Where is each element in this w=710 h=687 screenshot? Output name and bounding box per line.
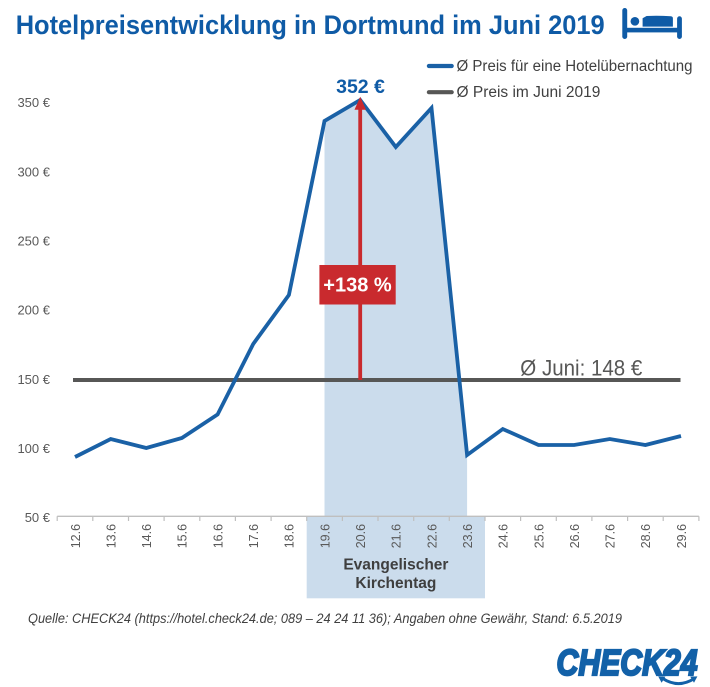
svg-text:26.6: 26.6 (568, 524, 582, 548)
svg-text:13.6: 13.6 (105, 524, 119, 548)
svg-text:25.6: 25.6 (532, 524, 546, 548)
svg-text:352 €: 352 € (336, 76, 385, 98)
svg-text:29.6: 29.6 (675, 524, 689, 548)
svg-text:19.6: 19.6 (318, 524, 332, 548)
svg-text:20.6: 20.6 (354, 524, 368, 548)
svg-text:50 €: 50 € (25, 510, 51, 525)
svg-text:Ø Preis für eine Hotelübernach: Ø Preis für eine Hotelübernachtung (457, 58, 693, 75)
svg-text:250 €: 250 € (17, 234, 50, 249)
svg-text:27.6: 27.6 (604, 524, 618, 548)
svg-text:28.6: 28.6 (639, 524, 653, 548)
svg-text:Quelle: CHECK24 (https://hotel: Quelle: CHECK24 (https://hotel.check24.d… (28, 611, 622, 626)
svg-text:17.6: 17.6 (247, 524, 261, 548)
svg-text:200 €: 200 € (17, 303, 50, 318)
svg-text:Kirchentag: Kirchentag (355, 575, 436, 592)
svg-text:Ø Juni: 148 €: Ø Juni: 148 € (520, 355, 642, 380)
svg-text:Hotelpreisentwicklung in Dortm: Hotelpreisentwicklung in Dortmund im Jun… (16, 9, 605, 40)
svg-text:23.6: 23.6 (461, 524, 475, 548)
svg-text:12.6: 12.6 (69, 524, 83, 548)
svg-text:18.6: 18.6 (283, 524, 297, 548)
svg-text:Evangelischer: Evangelischer (343, 556, 448, 573)
svg-text:350 €: 350 € (17, 95, 50, 110)
svg-text:14.6: 14.6 (140, 524, 154, 548)
svg-text:100 €: 100 € (17, 441, 50, 456)
svg-text:Ø Preis im Juni 2019: Ø Preis im Juni 2019 (457, 84, 601, 101)
svg-text:CHECK24: CHECK24 (557, 643, 698, 683)
svg-text:22.6: 22.6 (425, 524, 439, 548)
svg-text:+138 %: +138 % (323, 275, 392, 297)
svg-text:300 €: 300 € (17, 164, 50, 179)
svg-text:16.6: 16.6 (211, 524, 225, 548)
svg-text:24.6: 24.6 (497, 524, 511, 548)
svg-text:150 €: 150 € (17, 372, 50, 387)
svg-text:21.6: 21.6 (390, 524, 404, 548)
svg-text:15.6: 15.6 (176, 524, 190, 548)
